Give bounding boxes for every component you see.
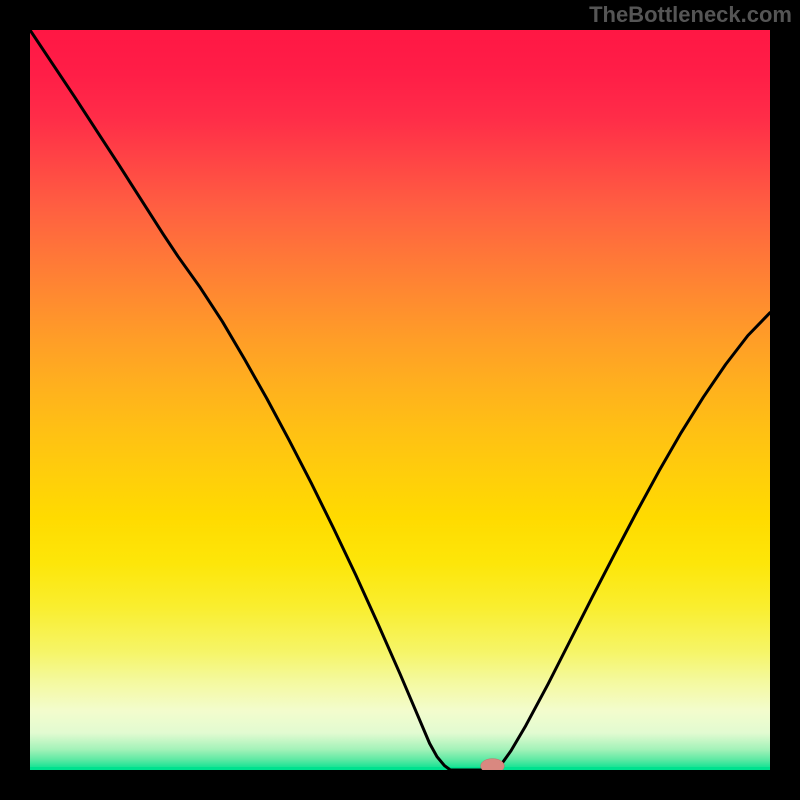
valley-base-band (30, 767, 770, 770)
plot-area (30, 30, 770, 770)
watermark-text: TheBottleneck.com (589, 2, 792, 28)
plot-svg (30, 30, 770, 770)
gradient-background (30, 30, 770, 770)
chart-frame: TheBottleneck.com (0, 0, 800, 800)
